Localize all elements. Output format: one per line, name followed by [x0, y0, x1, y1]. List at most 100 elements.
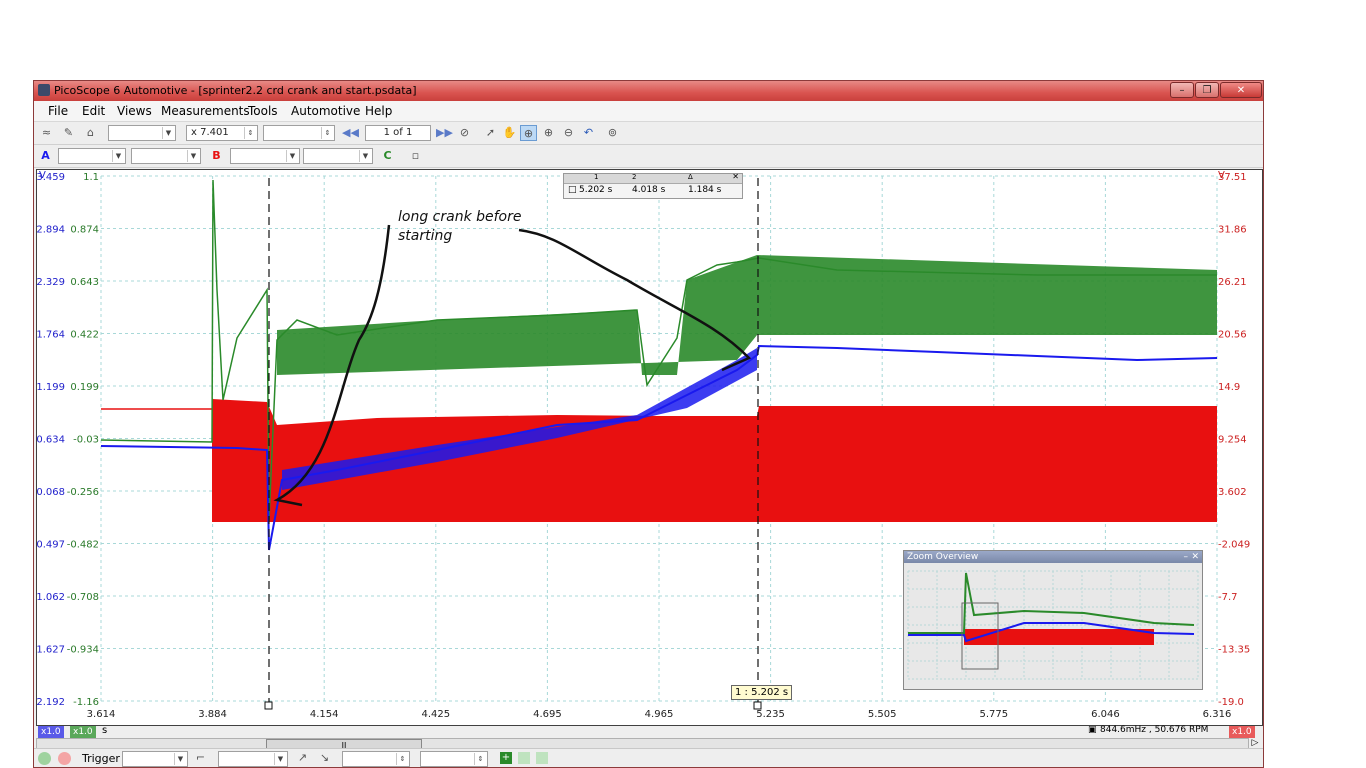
- channel-c-scale-chip[interactable]: x1.0: [70, 726, 96, 738]
- x-tick-label: 5.775: [979, 709, 1008, 720]
- chevron-down-icon: ▼: [112, 150, 124, 162]
- menu-measurements[interactable]: Measurements: [161, 104, 250, 118]
- menu-tools[interactable]: Tools: [248, 104, 278, 118]
- trigger-edge-icon[interactable]: ⌐: [195, 751, 206, 764]
- channel-a-button[interactable]: A: [41, 149, 50, 162]
- ruler-legend-col3: Δ: [688, 173, 693, 181]
- left-green-tick: 0.422: [70, 330, 99, 341]
- pointer-tool-icon[interactable]: ➚: [485, 126, 496, 139]
- menu-edit[interactable]: Edit: [82, 104, 106, 118]
- checkbox-icon[interactable]: □: [568, 185, 577, 195]
- right-red-unit: V: [1218, 170, 1225, 181]
- channel-a-range[interactable]: ▼: [58, 148, 126, 164]
- channel-b-button[interactable]: B: [212, 149, 221, 162]
- trigger-source-select[interactable]: ▼: [218, 751, 288, 767]
- hand-tool-icon[interactable]: ✋: [502, 126, 517, 139]
- undo-zoom-icon[interactable]: ↶: [583, 126, 594, 139]
- scope-plot: 3.459 2.894 2.329 1.764 1.199 0.634 0.068 -0.49…: [37, 170, 1250, 720]
- left-blue-tick: 0.634: [37, 435, 65, 446]
- menu-automotive[interactable]: Automotive: [291, 104, 361, 118]
- channel-b-range[interactable]: ▼: [230, 148, 300, 164]
- annotation-strokes: [273, 224, 752, 507]
- close-icon[interactable]: ✕: [1191, 552, 1199, 562]
- left-blue-tick: -1.627: [37, 645, 65, 656]
- zoom-tool-icon[interactable]: ⊕: [520, 125, 537, 141]
- zoom-select[interactable]: x 7.401 ⇕: [186, 125, 258, 141]
- right-red-tick: 9.254: [1218, 435, 1247, 446]
- channel-a-scale-chip[interactable]: x1.0: [38, 726, 64, 738]
- zoom-out-icon[interactable]: ⊖: [563, 126, 574, 139]
- buffer-navigator-icon[interactable]: ⊘: [459, 126, 470, 139]
- ruler-readout-icon: ▣: [1088, 725, 1097, 735]
- channel-b-coupling[interactable]: ▼: [303, 148, 373, 164]
- trigger-mode-select[interactable]: ▼: [122, 751, 188, 767]
- wave-icon[interactable]: ≈: [41, 126, 52, 139]
- right-red-tick: -2.049: [1218, 540, 1250, 551]
- ruler-1-handle: [753, 701, 762, 710]
- right-red-tick: -19.0: [1218, 697, 1244, 708]
- scroll-right-icon[interactable]: ▷: [1251, 738, 1259, 748]
- pre-trigger-input[interactable]: ⇕: [420, 751, 488, 767]
- zoom-to-fit-icon[interactable]: ⊚: [607, 126, 618, 139]
- stepper-icon: ⇕: [396, 753, 408, 765]
- ruler-legend[interactable]: 1 2 Δ ✕ □ 5.202 s 4.018 s 1.184 s: [563, 172, 743, 199]
- annotation-arrow-left: [273, 224, 391, 507]
- timebase-select[interactable]: ▼: [108, 125, 176, 141]
- channel-d-button[interactable]: ▫: [411, 149, 420, 162]
- ruler-legend-col1: 1: [594, 173, 599, 181]
- restore-button[interactable]: ❐: [1195, 82, 1219, 98]
- chevron-down-icon: ▼: [162, 127, 174, 139]
- scope-view[interactable]: 3.459 2.894 2.329 1.764 1.199 0.634 0.068 -0.49…: [36, 169, 1263, 726]
- rising-edge-icon[interactable]: ↗: [297, 751, 308, 764]
- annotation-arrow-right: [518, 228, 752, 372]
- left-green-tick: 0.874: [70, 225, 99, 236]
- channel-a-band: [282, 348, 757, 490]
- first-page-icon[interactable]: ◀◀: [342, 126, 359, 139]
- page-indicator: 1 of 1: [365, 125, 431, 141]
- samples-select[interactable]: ⇕: [263, 125, 335, 141]
- zoom-overview-panel[interactable]: Zoom Overview – ✕: [903, 550, 1203, 690]
- ruler-legend-header: 1 2 Δ ✕: [564, 172, 742, 184]
- ruler-1-value: 5.202 s: [579, 185, 613, 195]
- stepper-icon-2: ⇕: [321, 127, 333, 139]
- channel-b-band: [212, 399, 1217, 522]
- close-button[interactable]: ✕: [1220, 82, 1262, 98]
- overview-channel-c: [908, 572, 1195, 634]
- left-blue-tick: -0.497: [37, 540, 65, 551]
- left-blue-tick: 2.329: [37, 277, 65, 288]
- minimize-icon[interactable]: –: [1183, 552, 1189, 562]
- falling-edge-icon[interactable]: ↘: [319, 751, 330, 764]
- annotation-line2: starting: [398, 228, 453, 244]
- x-tick-label: 4.425: [421, 709, 450, 720]
- left-axis-blue: 3.459 2.894 2.329 1.764 1.199 0.634 0.068 -0.49…: [37, 172, 65, 708]
- next-page-icon[interactable]: ▶▶: [436, 126, 453, 139]
- left-blue-tick: 1.199: [37, 382, 65, 393]
- right-red-tick: 20.56: [1218, 330, 1247, 341]
- menu-views[interactable]: Views: [117, 104, 152, 118]
- channel-c-button[interactable]: C: [383, 149, 392, 162]
- channel-toolbar: A ▼ ▼ B ▼ ▼ C ▫: [34, 145, 1263, 168]
- title-bar[interactable]: PicoScope 6 Automotive - [sprinter2.2 cr…: [34, 81, 1263, 101]
- x-tick-label: 5.505: [868, 709, 897, 720]
- channel-a-coupling[interactable]: ▼: [131, 148, 201, 164]
- trigger-level-input[interactable]: ⇕: [342, 751, 410, 767]
- close-icon[interactable]: ✕: [732, 172, 739, 181]
- left-axis-green: 1.1 0.874 0.643 0.422 0.199 -0.03 -0.256 -0.482…: [67, 172, 99, 708]
- minimize-button[interactable]: –: [1170, 82, 1194, 98]
- channel-b-scale-chip[interactable]: x1.0: [1229, 726, 1255, 738]
- menu-help[interactable]: Help: [365, 104, 393, 118]
- main-toolbar: ≈ ✎ ⌂ ▼ x 7.401 ⇕ ⇕ ◀◀ 1 of 1 ▶▶ ⊘ ➚ ✋ ⊕ …: [34, 122, 1263, 145]
- left-green-tick: 0.199: [70, 382, 99, 393]
- add-ruler-icon[interactable]: +: [500, 752, 512, 764]
- remove-ruler-icon[interactable]: [536, 752, 548, 764]
- left-green-tick: -0.934: [67, 645, 99, 656]
- x-tick-label: 4.154: [310, 709, 339, 720]
- stop-icon[interactable]: [58, 752, 71, 765]
- start-icon[interactable]: [38, 752, 51, 765]
- right-red-tick: 37.51: [1218, 172, 1247, 183]
- edit-ruler-icon[interactable]: [518, 752, 530, 764]
- menu-file[interactable]: File: [48, 104, 69, 118]
- home-icon[interactable]: ⌂: [87, 126, 94, 139]
- probe-icon[interactable]: ✎: [63, 126, 74, 139]
- zoom-in-icon[interactable]: ⊕: [543, 126, 554, 139]
